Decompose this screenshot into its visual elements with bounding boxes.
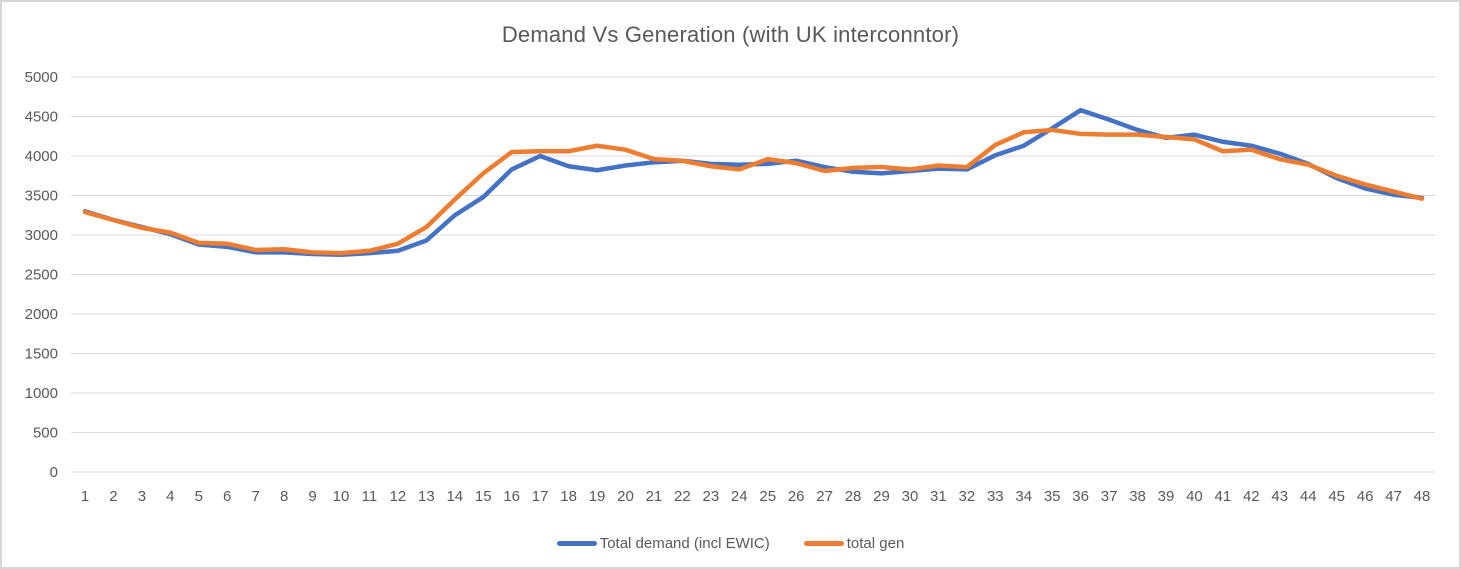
x-axis-label: 46 <box>1357 488 1374 505</box>
x-axis-label: 26 <box>788 488 805 505</box>
x-axis-label: 1 <box>81 488 89 505</box>
y-axis-label: 1500 <box>25 346 58 363</box>
x-axis-label: 20 <box>617 488 634 505</box>
legend-item-demand: Total demand (incl EWIC) <box>556 535 770 552</box>
x-axis-label: 45 <box>1328 488 1345 505</box>
y-axis-label: 0 <box>50 464 58 481</box>
x-axis-label: 15 <box>475 488 492 505</box>
x-axis-label: 39 <box>1158 488 1175 505</box>
x-axis-label: 22 <box>674 488 691 505</box>
series-line-demand <box>82 107 1425 257</box>
x-axis-label: 18 <box>560 488 577 505</box>
x-axis-label: 42 <box>1243 488 1260 505</box>
legend-label-generation: total gen <box>846 535 905 552</box>
x-axis-label: 34 <box>1015 488 1032 505</box>
legend-item-generation: total gen <box>803 535 905 552</box>
x-axis-label: 23 <box>702 488 719 505</box>
y-axis-label: 2500 <box>25 267 58 284</box>
chart-plot-area: 0 500 1000 1500 2000 2500 3000 3500 4000 4500 5000… <box>25 69 1435 505</box>
x-axis-label: 32 <box>959 488 976 505</box>
x-axis-label: 28 <box>845 488 862 505</box>
y-axis-label: 4500 <box>25 109 58 126</box>
x-axis-label: 30 <box>902 488 919 505</box>
y-axis-label: 3500 <box>25 188 58 205</box>
x-axis-label: 10 <box>333 488 350 505</box>
x-axis-label: 31 <box>930 488 947 505</box>
x-axis-label: 3 <box>138 488 146 505</box>
y-axis-label: 3000 <box>25 227 58 244</box>
x-axis-label: 8 <box>280 488 288 505</box>
x-axis-label: 5 <box>195 488 203 505</box>
x-axis-label: 27 <box>816 488 833 505</box>
x-axis-label: 33 <box>987 488 1004 505</box>
y-axis-label: 2000 <box>25 306 58 323</box>
legend-marker-generation <box>803 541 844 546</box>
x-axis-label: 12 <box>390 488 407 505</box>
x-axis-label: 47 <box>1385 488 1402 505</box>
x-axis-label: 29 <box>873 488 890 505</box>
y-axis-label: 4000 <box>25 148 58 165</box>
x-axis-label: 40 <box>1186 488 1203 505</box>
y-axis-label: 1000 <box>25 385 58 402</box>
series-line-generation <box>82 127 1425 256</box>
chart-title: Demand Vs Generation (with UK interconnt… <box>501 22 960 47</box>
legend-marker-demand <box>556 541 597 546</box>
x-axis-label: 7 <box>252 488 260 505</box>
x-axis-label: 19 <box>589 488 606 505</box>
x-axis-label: 38 <box>1129 488 1146 505</box>
x-axis-label: 13 <box>418 488 435 505</box>
x-axis-label: 37 <box>1101 488 1118 505</box>
y-axis-label: 500 <box>33 425 58 442</box>
x-axis-label: 41 <box>1215 488 1232 505</box>
x-axis-label: 4 <box>166 488 174 505</box>
y-axis-label: 5000 <box>25 69 58 86</box>
x-axis-label: 48 <box>1414 488 1431 505</box>
x-axis-label: 43 <box>1271 488 1288 505</box>
x-axis-label: 2 <box>109 488 117 505</box>
legend-label-demand: Total demand (incl EWIC) <box>599 535 770 552</box>
x-axis-label: 25 <box>759 488 776 505</box>
x-axis-label: 21 <box>646 488 663 505</box>
x-axis-label: 16 <box>503 488 520 505</box>
x-axis-label: 24 <box>731 488 748 505</box>
x-axis-label: 9 <box>308 488 316 505</box>
x-axis-label: 6 <box>223 488 231 505</box>
x-axis-label: 17 <box>532 488 549 505</box>
x-axis-label: 14 <box>446 488 463 505</box>
x-axis-label: 44 <box>1300 488 1317 505</box>
x-axis-label: 11 <box>362 488 378 505</box>
x-axis-label: 35 <box>1044 488 1061 505</box>
chart-legend: Total demand (incl EWIC) total gen <box>2 535 1459 552</box>
x-axis-label: 36 <box>1072 488 1089 505</box>
